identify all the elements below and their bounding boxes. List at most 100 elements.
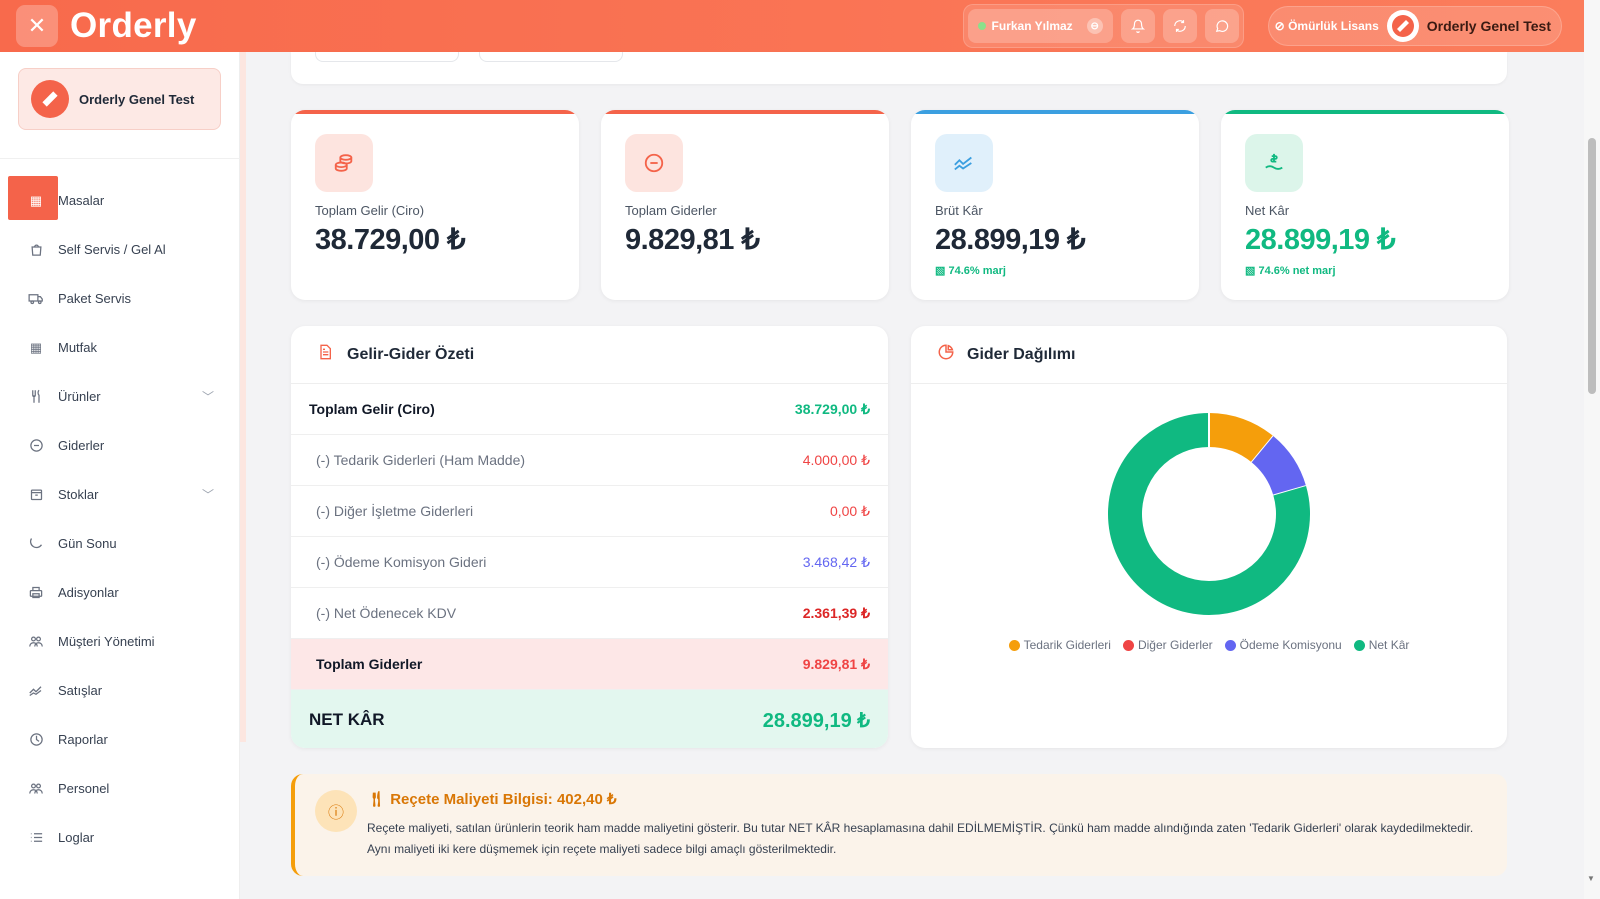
users-icon (28, 781, 44, 797)
sidebar-item-musteri-yonetimi[interactable]: Müşteri Yönetimi (0, 617, 240, 666)
sidebar-scrollbar[interactable] (240, 52, 246, 742)
org-card[interactable]: Orderly Genel Test (18, 68, 221, 130)
sidebar-item-paket-servis[interactable]: Paket Servis (0, 274, 240, 323)
row-value: 28.899,19 ₺ (762, 709, 870, 732)
sidebar-item-label: Stoklar (58, 487, 99, 502)
user-controls: Furkan Yılmaz ⊖ (962, 4, 1244, 48)
donut-slice-tedarik-giderleri[interactable] (1208, 413, 1274, 463)
sidebar-item-mutfak[interactable]: ▦ Mutfak (0, 323, 240, 372)
org-logo-icon (42, 91, 58, 107)
sidebar-divider (0, 158, 240, 159)
users-icon (28, 634, 44, 650)
sidebar-item-label: Gün Sonu (58, 536, 117, 551)
close-button[interactable]: ✕ (16, 5, 58, 47)
row-value: 3.468,42 ₺ (802, 553, 870, 570)
row-value: 38.729,00 ₺ (794, 400, 870, 417)
moon-icon (28, 536, 44, 552)
stat-card-gross-profit: Brüt Kâr 28.899,19 ₺ ▧ 74.6% marj (911, 110, 1199, 300)
chevron-down-icon[interactable]: ﹀ (201, 488, 214, 502)
license-org-menu[interactable]: ⊘ Ömürlük Lisans Orderly Genel Test (1267, 6, 1562, 46)
margin-badge: ▧ 74.6% marj (935, 265, 1006, 277)
org-name: Orderly Genel Test (1426, 18, 1551, 34)
accent-bar (911, 110, 1199, 114)
legend-swatch (1353, 639, 1365, 651)
page-scrollbar[interactable]: ▼ (1584, 0, 1600, 899)
sidebar-item-giderler[interactable]: Giderler (0, 421, 240, 470)
percent-icon: ▧ (935, 265, 946, 277)
info-text: Reçete maliyeti, satılan ürünlerin teori… (367, 821, 1474, 856)
sidebar-item-personel[interactable]: Personel (0, 764, 240, 813)
legend-swatch (1008, 639, 1020, 651)
scroll-down-icon[interactable]: ▼ (1587, 874, 1595, 883)
donut-slice-ödeme-komisyonu[interactable] (1251, 436, 1307, 497)
stat-value: 9.829,81 ₺ (625, 224, 760, 256)
utensils-icon: 🍴︎ (367, 791, 387, 808)
trend-icon (28, 683, 44, 699)
stat-title: Toplam Gelir (Ciro) (315, 203, 425, 218)
user-name: Furkan Yılmaz (991, 19, 1073, 33)
percent-icon: ▧ (1245, 265, 1256, 277)
sidebar-item-stoklar[interactable]: Stoklar ﹀ (0, 470, 240, 519)
money-hand-icon (1245, 134, 1303, 192)
sidebar-item-raporlar[interactable]: Raporlar (0, 715, 240, 764)
sidebar-item-urunler[interactable]: Ürünler ﹀ (0, 372, 240, 421)
filter-button[interactable] (315, 52, 459, 62)
sidebar-item-label: Raporlar (58, 732, 108, 747)
logout-icon[interactable]: ⊖ (1086, 18, 1103, 34)
sidebar-item-label: Mutfak (58, 340, 98, 355)
accent-bar (601, 110, 889, 114)
active-highlight (8, 176, 58, 220)
whatsapp-button[interactable] (1204, 9, 1239, 43)
stat-card-expenses: Toplam Giderler 9.829,81 ₺ (601, 110, 889, 300)
row-label: (-) Tedarik Giderleri (Ham Madde) (316, 452, 526, 468)
chevron-down-icon[interactable]: ﹀ (201, 390, 214, 404)
sidebar-nav: ▦ Masalar Self Servis / Gel Al Paket Ser… (0, 176, 240, 862)
row-value: 2.361,39 ₺ (802, 604, 870, 621)
sidebar-item-satislar[interactable]: Satışlar (0, 666, 240, 715)
panel-header: Gider Dağılımı (911, 326, 1507, 384)
stat-title: Brüt Kâr (935, 203, 983, 218)
info-title: 🍴︎ Reçete Maliyeti Bilgisi: 402,40 ₺ (367, 791, 617, 808)
legend-label: Ödeme Komisyonu (1239, 638, 1342, 652)
legend-item[interactable]: Diğer Giderler (1122, 638, 1213, 652)
truck-icon (28, 291, 44, 307)
accent-bar (1221, 110, 1509, 114)
sidebar-item-masalar[interactable]: ▦ Masalar (0, 176, 240, 225)
sidebar-item-loglar[interactable]: Loglar (0, 813, 240, 862)
row-label: (-) Net Ödenecek KDV (316, 605, 457, 621)
row-label: Toplam Giderler (316, 656, 423, 672)
summary-row: (-) Tedarik Giderleri (Ham Madde) 4.000,… (291, 435, 888, 486)
sidebar-item-label: Personel (58, 781, 110, 796)
scrollbar-thumb[interactable] (1588, 138, 1596, 394)
sidebar-item-label: Giderler (58, 438, 105, 453)
org-logo (31, 80, 69, 118)
user-menu[interactable]: Furkan Yılmaz ⊖ (967, 9, 1113, 43)
sidebar-item-adisyonlar[interactable]: Adisyonlar (0, 568, 240, 617)
legend-item[interactable]: Ödeme Komisyonu (1224, 638, 1342, 652)
clock-icon (28, 732, 44, 748)
legend-label: Tedarik Giderleri (1023, 638, 1111, 652)
row-label: NET KÂR (309, 710, 385, 729)
donut-slice-net-k-r[interactable] (1108, 413, 1310, 615)
refresh-icon (1173, 20, 1186, 32)
stat-value: 28.899,19 ₺ (1245, 224, 1396, 256)
refresh-button[interactable] (1162, 9, 1197, 43)
legend-item[interactable]: Net Kâr (1353, 638, 1409, 652)
summary-row: (-) Diğer İşletme Giderleri 0,00 ₺ (291, 486, 888, 537)
sidebar-item-label: Loglar (58, 830, 95, 845)
legend-item[interactable]: Tedarik Giderleri (1008, 638, 1111, 652)
pie-chart-icon (937, 343, 955, 366)
filter-button[interactable] (479, 52, 623, 62)
recipe-cost-info: ⓘ 🍴︎ Reçete Maliyeti Bilgisi: 402,40 ₺ R… (291, 774, 1507, 876)
panel-header: Gelir-Gider Özeti (291, 326, 888, 384)
donut-chart (1108, 413, 1310, 615)
legend-swatch (1122, 639, 1134, 651)
notifications-button[interactable] (1120, 9, 1155, 43)
sidebar-item-gun-sonu[interactable]: Gün Sonu (0, 519, 240, 568)
trend-icon (935, 134, 993, 192)
utensils-icon (28, 389, 44, 405)
sidebar-item-label: Adisyonlar (58, 585, 119, 600)
org-avatar (1386, 10, 1419, 42)
sidebar-item-self-servis[interactable]: Self Servis / Gel Al (0, 225, 240, 274)
top-bar: ✕ Orderly Furkan Yılmaz ⊖ ⊘ Ömürlük Lisa… (0, 0, 1584, 52)
